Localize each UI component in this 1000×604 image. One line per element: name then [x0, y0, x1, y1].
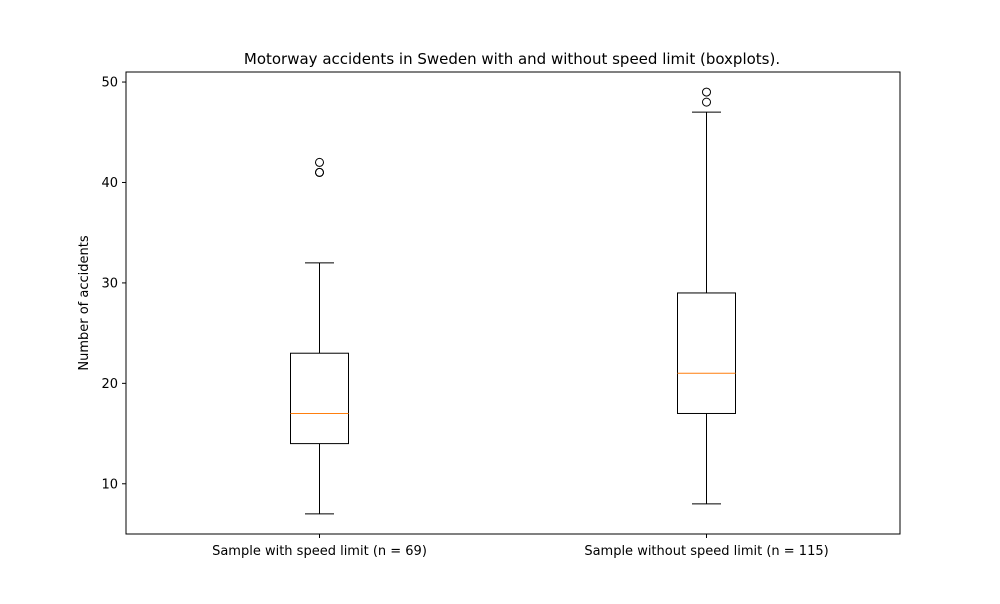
y-tick-label: 10 — [101, 477, 118, 492]
outlier-point — [702, 87, 711, 97]
y-tick-label: 20 — [101, 377, 118, 392]
y-tick-label: 40 — [101, 176, 118, 191]
box-iqr — [290, 352, 349, 445]
box-iqr — [677, 292, 736, 414]
plot-area: 10 20 30 40 50 Sample with speed limit (n = 6… — [101, 71, 901, 559]
y-tick-label: 30 — [101, 276, 118, 291]
plot-frame — [125, 71, 901, 535]
y-tick-label: 50 — [101, 76, 118, 91]
outlier-point — [315, 167, 324, 177]
x-tick-label: Sample without speed limit (n = 115) — [584, 544, 828, 559]
chart-title: Motorway accidents in Sweden with and wi… — [244, 50, 780, 68]
outlier-point — [315, 157, 324, 167]
y-axis-label: Number of accidents — [77, 235, 92, 370]
x-tick-label: Sample with speed limit (n = 69) — [212, 544, 427, 559]
outlier-point — [702, 97, 711, 107]
